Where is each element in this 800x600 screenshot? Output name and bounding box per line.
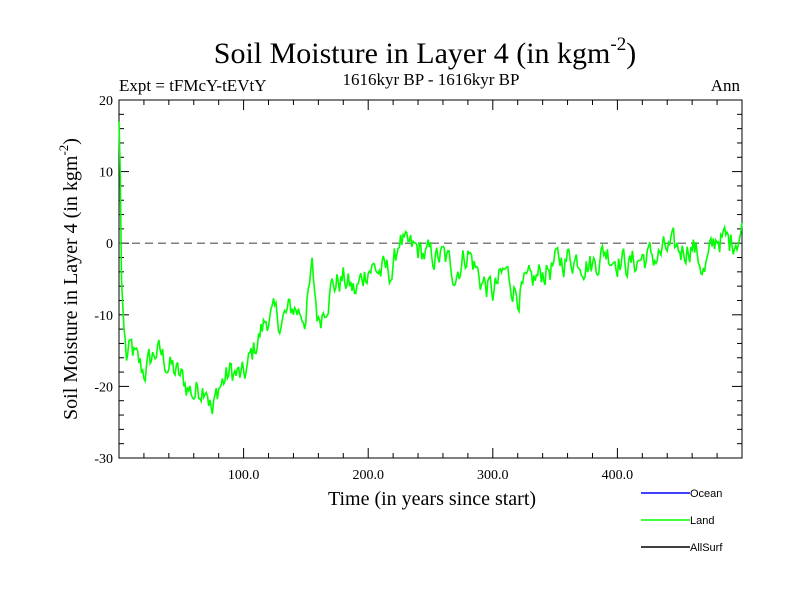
y-tick-label: -20: [94, 380, 113, 395]
subtitle-season: Ann: [711, 76, 741, 95]
x-tick-label: 300.0: [477, 468, 509, 483]
legend-land-label: Land: [690, 515, 714, 527]
land-series-line: [118, 121, 743, 415]
legend-allsurf-label: AllSurf: [690, 542, 723, 554]
y-tick-label: -10: [94, 309, 113, 324]
legend-item-ocean: Ocean: [641, 488, 722, 500]
plot-frame: [118, 99, 743, 459]
legend-item-land: Land: [641, 515, 714, 527]
legend-ocean-label: Ocean: [690, 488, 722, 500]
axis-ticks: [119, 100, 742, 458]
legend: Ocean Land AllSurf: [641, 488, 723, 554]
chart-title: Soil Moisture in Layer 4 (in kgm-2): [214, 34, 636, 70]
y-axis-label: Soil Moisture in Layer 4 (in kgm-2): [56, 138, 82, 420]
x-axis-label: Time (in years since start): [328, 488, 536, 510]
legend-item-allsurf: AllSurf: [641, 542, 723, 554]
x-tick-label: 400.0: [602, 468, 634, 483]
subtitle-experiment: Expt = tFMcY-tEVtY: [119, 76, 266, 95]
y-tick-label: 20: [99, 94, 113, 109]
axis-tick-labels: 100.0 200.0 300.0 400.0 -30 -20 -10 0 10 20: [94, 94, 633, 483]
x-tick-label: 100.0: [228, 468, 260, 483]
subtitle-period: 1616kyr BP - 1616kyr BP: [343, 70, 520, 89]
y-tick-label: -30: [94, 452, 113, 467]
y-tick-label: 0: [106, 237, 113, 252]
x-tick-label: 200.0: [352, 468, 384, 483]
y-tick-label: 10: [99, 166, 113, 181]
